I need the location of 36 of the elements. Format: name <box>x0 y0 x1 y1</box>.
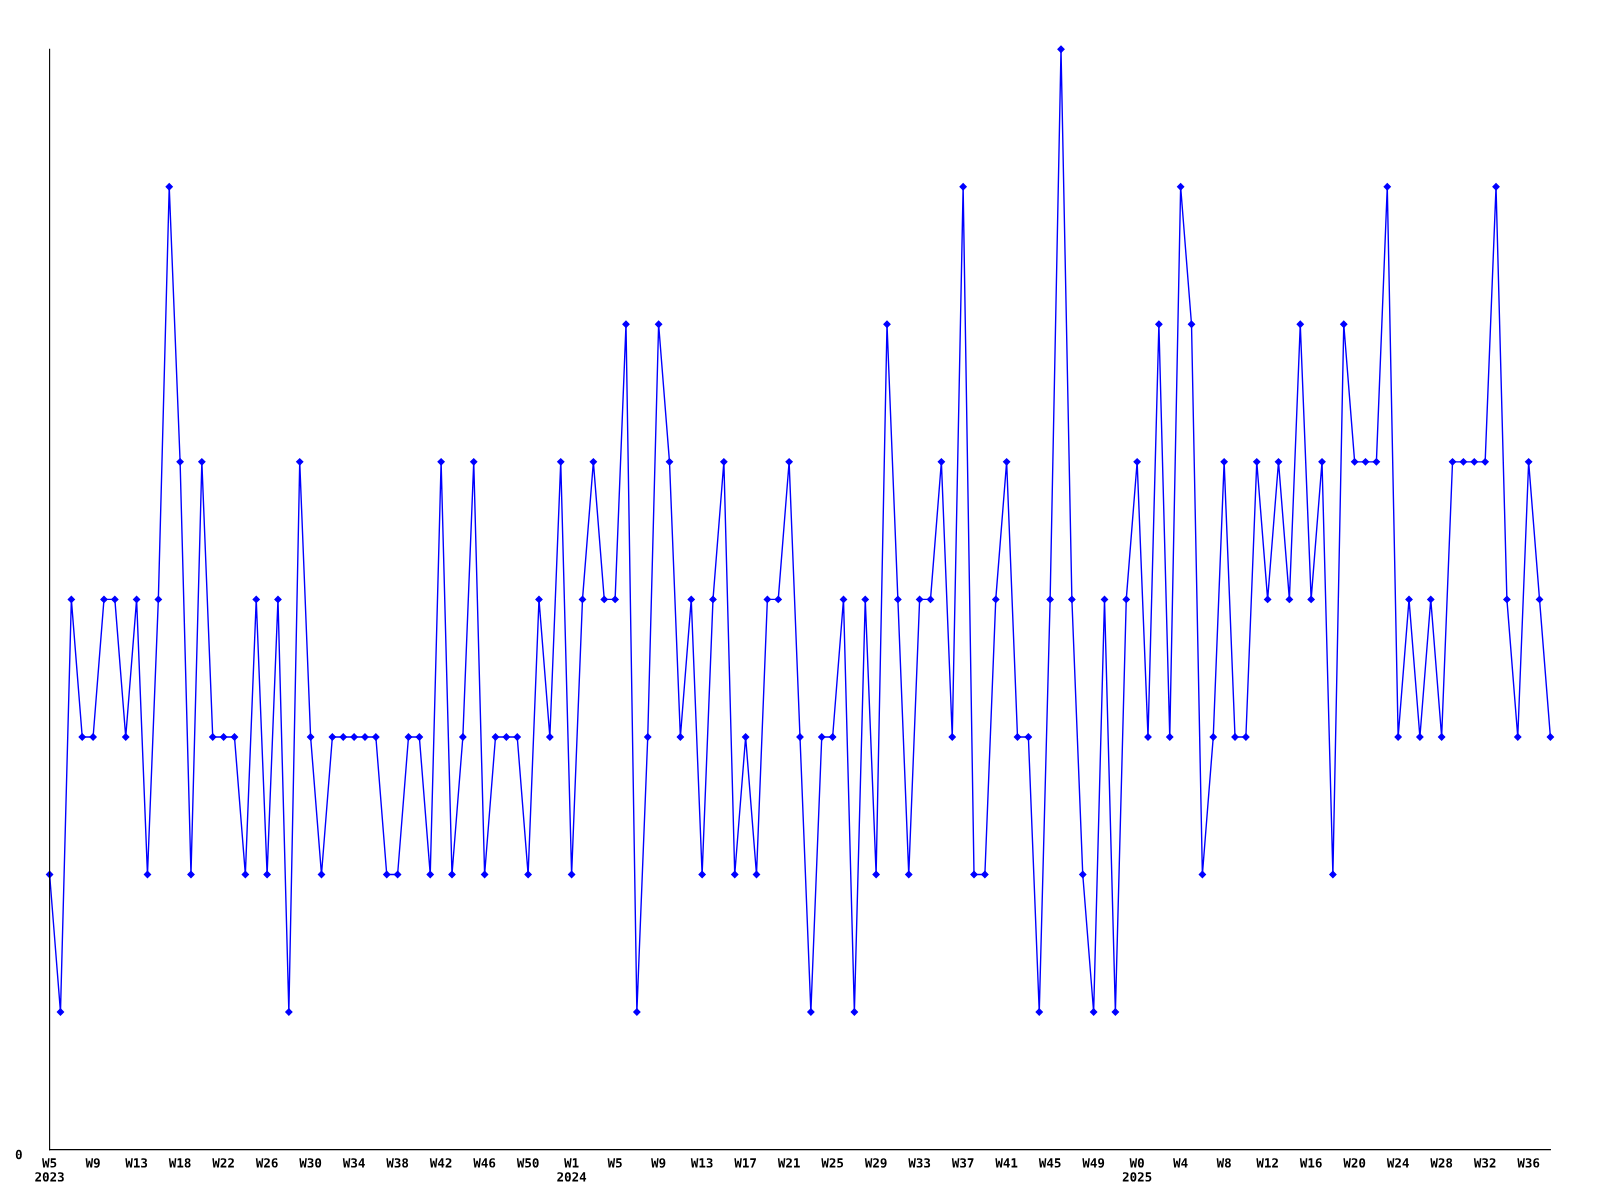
x-tick-label: W8 <box>1216 1158 1231 1168</box>
x-tick-label: W5 <box>607 1158 622 1168</box>
x-tick-label: W36 <box>1517 1158 1540 1168</box>
x-tick-label: W16 <box>1299 1158 1322 1168</box>
x-tick-label: W28 <box>1430 1158 1453 1168</box>
x-tick-label: W42 <box>429 1158 452 1168</box>
x-tick-label: W18 <box>168 1158 191 1168</box>
x-tick-label: W29 <box>864 1158 887 1168</box>
x-tick-label: W37 <box>951 1158 974 1168</box>
x-tick-label: W45 <box>1038 1158 1061 1168</box>
x-tick-label: W34 <box>342 1158 365 1168</box>
x-tick-label: W26 <box>255 1158 278 1168</box>
x-tick-label: W21 <box>777 1158 800 1168</box>
x-tick-label: W13 <box>125 1158 148 1168</box>
x-tick-label: W30 <box>299 1158 322 1168</box>
x-tick-label: W1 2024 <box>557 1158 587 1182</box>
x-tick-label: W9 <box>85 1158 100 1168</box>
x-tick-label: W46 <box>473 1158 496 1168</box>
x-tick-label: W22 <box>212 1158 234 1168</box>
x-tick-label: W4 <box>1173 1158 1188 1168</box>
x-tick-label: W49 <box>1082 1158 1105 1168</box>
x-tick-label: W13 <box>690 1158 713 1168</box>
x-tick-label: W38 <box>386 1158 409 1168</box>
x-tick-label: W24 <box>1386 1158 1409 1168</box>
x-tick-label: W12 <box>1256 1158 1278 1168</box>
x-tick-label: W9 <box>651 1158 666 1168</box>
x-tick-label: W5 2023 <box>35 1158 64 1182</box>
x-tick-label: W50 <box>516 1158 539 1168</box>
x-tick-label: W17 <box>734 1158 756 1168</box>
x-tick-label: W25 <box>821 1158 844 1168</box>
x-tick-label: W0 2025 <box>1122 1158 1152 1182</box>
x-tick-label: W32 <box>1473 1158 1496 1168</box>
x-tick-label: W20 <box>1343 1158 1366 1168</box>
x-tick-label: W33 <box>908 1158 931 1168</box>
x-tick-label: W41 <box>995 1158 1018 1168</box>
text: 0 <box>15 1149 22 1160</box>
